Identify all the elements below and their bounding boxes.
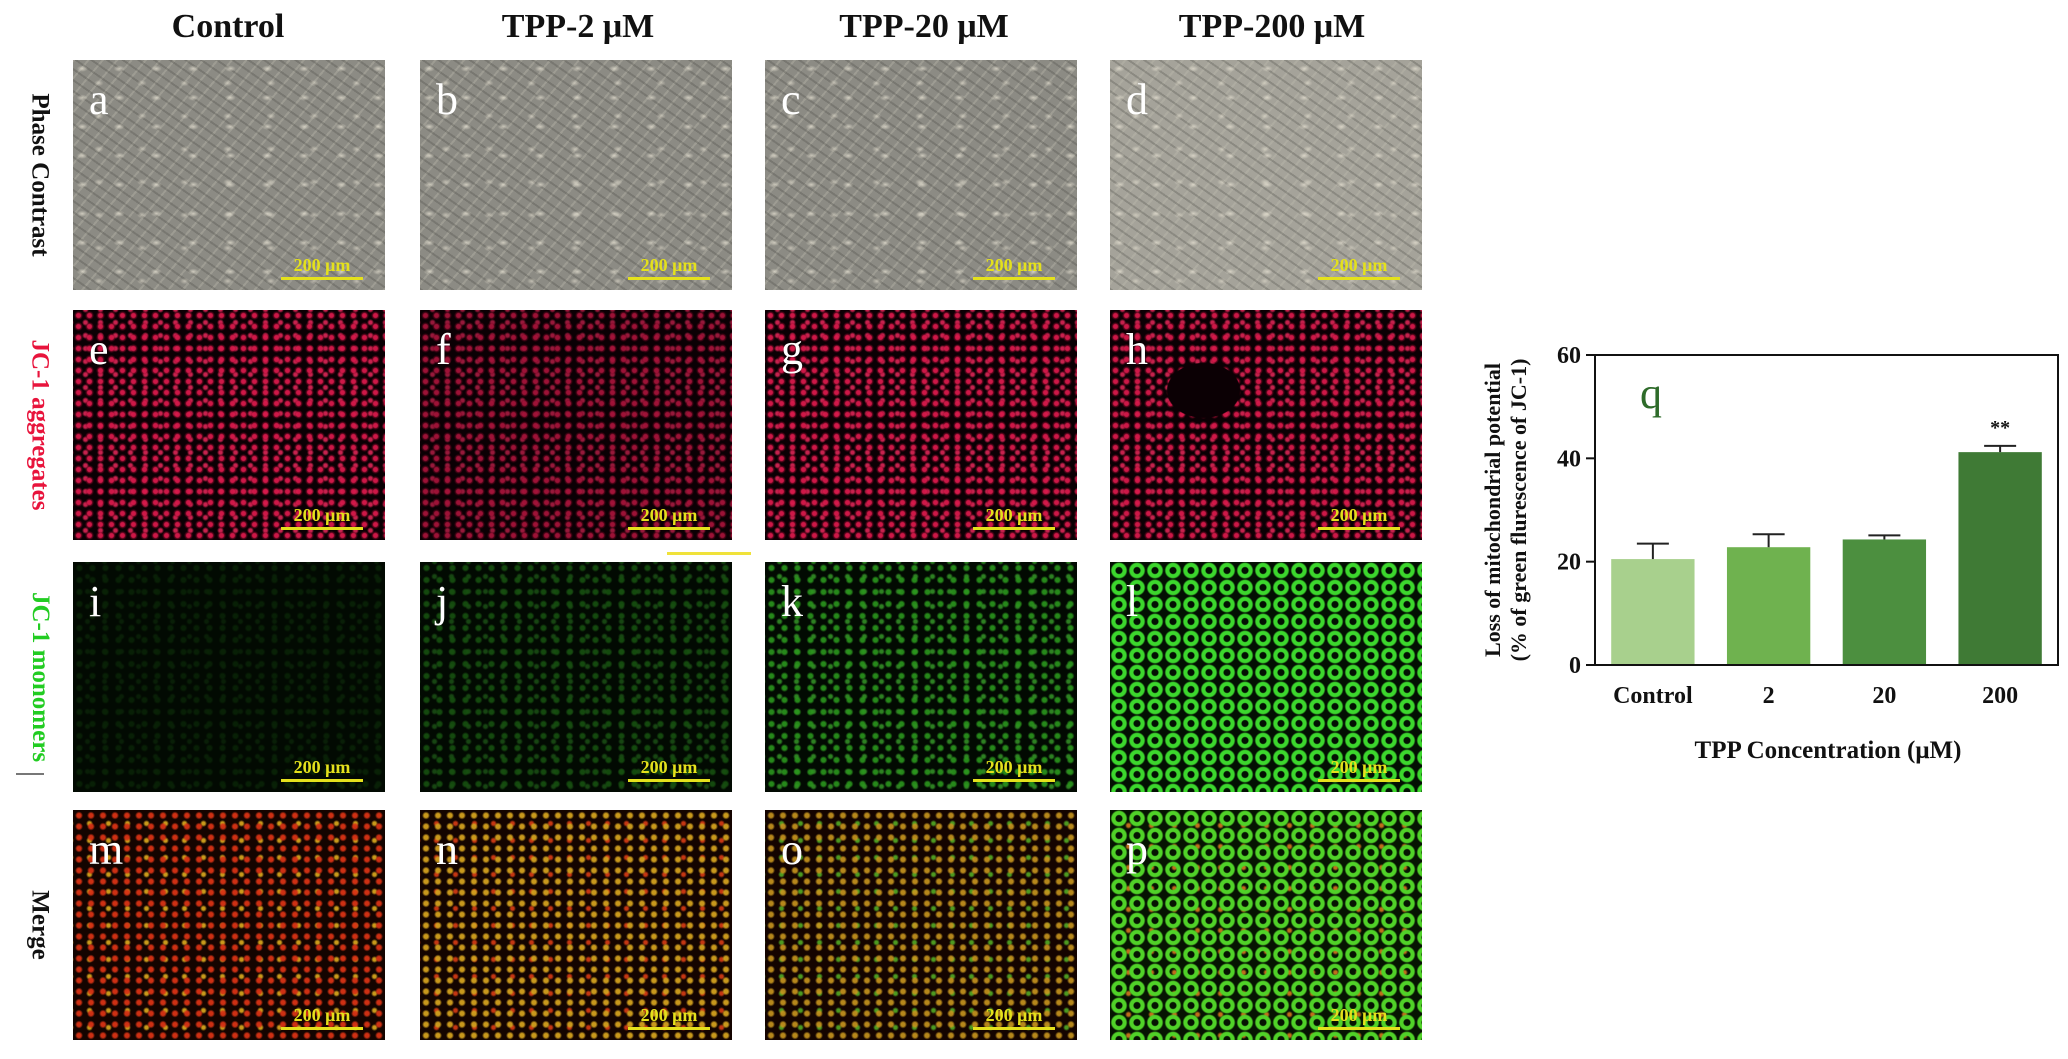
panel-letter: d (1126, 75, 1148, 124)
bar-control (1611, 559, 1695, 665)
panel-j-monomers-tpp2: j 200 μm (420, 562, 732, 792)
panel-letter: j (436, 577, 449, 626)
y-tick-label: 60 (1557, 343, 1581, 369)
scale-bar: 200 μm (1318, 255, 1400, 280)
row-label-phase-contrast: Phase Contrast (27, 93, 54, 257)
chart-panel-letter: q (1640, 369, 1662, 418)
y-tick-label: 20 (1557, 550, 1581, 576)
column-title-tpp-20: TPP-20 μM (839, 8, 1009, 45)
panel-g-aggregates-tpp20: g 200 μm (765, 310, 1077, 540)
plot-frame (1594, 354, 2059, 666)
panel-letter: n (436, 825, 458, 874)
panel-letter: k (781, 577, 803, 626)
x-axis-label: TPP Concentration (μM) (1695, 737, 1962, 764)
scale-bar: 200 μm (973, 757, 1055, 782)
panel-letter: c (781, 75, 801, 124)
column-title-tpp-2: TPP-2 μM (501, 8, 655, 45)
scale-bar: 200 μm (973, 255, 1055, 280)
row-label-jc1-aggregates: JC-1 aggregates (27, 339, 54, 511)
panel-m-merge-control: m 200 μm (73, 810, 385, 1040)
scale-bar: 200 μm (628, 1005, 710, 1030)
scale-bar: 200 μm (1318, 757, 1400, 782)
panel-letter: o (781, 825, 803, 874)
panel-k-monomers-tpp20: k 200 μm (765, 562, 1077, 792)
axes-layer: Control 2 20 200 0 20 40 60 (1557, 343, 2059, 709)
significance-marker: ** (1990, 417, 2010, 439)
bar-200 (1958, 452, 2042, 665)
panel-l-monomers-tpp200: l 200 μm (1110, 562, 1422, 792)
panel-letter: l (1126, 577, 1139, 626)
panel-letter: f (436, 325, 451, 374)
panel-letter: p (1126, 825, 1148, 874)
panel-i-monomers-control: i 200 μm (73, 562, 385, 792)
scale-bar: 200 μm (281, 255, 363, 280)
column-title-tpp-200: TPP-200 μM (1178, 8, 1366, 45)
scale-bar: 200 μm (1318, 505, 1400, 530)
y-tick-label: 40 (1557, 446, 1581, 472)
stray-gray-mark (16, 773, 44, 775)
panel-o-merge-tpp20: o 200 μm (765, 810, 1077, 1040)
row-label-merge: Merge (27, 890, 55, 960)
panel-letter: b (436, 75, 458, 124)
scale-bar: 200 μm (628, 757, 710, 782)
panel-f-aggregates-tpp2: f 200 μm (420, 310, 732, 540)
panel-letter: e (89, 325, 109, 374)
y-axis-label-line2: (% of green flurescence of JC-1) (1506, 359, 1531, 662)
row-label-jc1-monomers: JC-1 monomers (27, 591, 55, 763)
panel-letter: h (1126, 325, 1148, 374)
x-tick-label: 200 (1982, 683, 2018, 709)
scale-bar: 200 μm (973, 505, 1055, 530)
scale-bar: 200 μm (628, 255, 710, 280)
bar-2 (1726, 547, 1811, 665)
panel-letter: i (89, 577, 102, 626)
y-axis-label-line1: Loss of mitochondrial potential (1480, 363, 1505, 657)
bar-chart-q: ** Control 2 20 200 0 20 40 60 q Loss of mitoch… (1460, 290, 2060, 780)
panel-d-phase-tpp200: d 200 μm (1110, 60, 1422, 290)
panel-c-phase-tpp20: c 200 μm (765, 60, 1077, 290)
stray-yellow-mark (667, 552, 751, 555)
scale-bar: 200 μm (281, 1005, 363, 1030)
panel-h-aggregates-tpp200: h 200 μm (1110, 310, 1422, 540)
scale-bar: 200 μm (973, 1005, 1055, 1030)
bar-20 (1842, 539, 1927, 665)
panel-letter: a (89, 75, 109, 124)
bars-layer: ** (1611, 417, 2042, 665)
x-tick-label: Control (1613, 683, 1693, 709)
scale-bar: 200 μm (281, 757, 363, 782)
panel-letter: m (89, 825, 124, 874)
panel-e-aggregates-control: e 200 μm (73, 310, 385, 540)
chart-svg: ** Control 2 20 200 0 20 40 60 q Loss of mitoch… (1480, 343, 2059, 764)
panel-a-phase-control: a 200 μm (73, 60, 385, 290)
panel-b-phase-tpp2: b 200 μm (420, 60, 732, 290)
x-tick-label: 20 (1872, 683, 1896, 709)
panel-n-merge-tpp2: n 200 μm (420, 810, 732, 1040)
x-tick-label: 2 (1763, 683, 1775, 709)
scale-bar: 200 μm (281, 505, 363, 530)
panel-p-merge-tpp200: p 200 μm (1110, 810, 1422, 1040)
scale-bar: 200 μm (1318, 1005, 1400, 1030)
y-tick-label: 0 (1569, 653, 1581, 679)
column-title-control: Control (171, 8, 285, 45)
scale-bar: 200 μm (628, 505, 710, 530)
panel-letter: g (781, 325, 803, 374)
